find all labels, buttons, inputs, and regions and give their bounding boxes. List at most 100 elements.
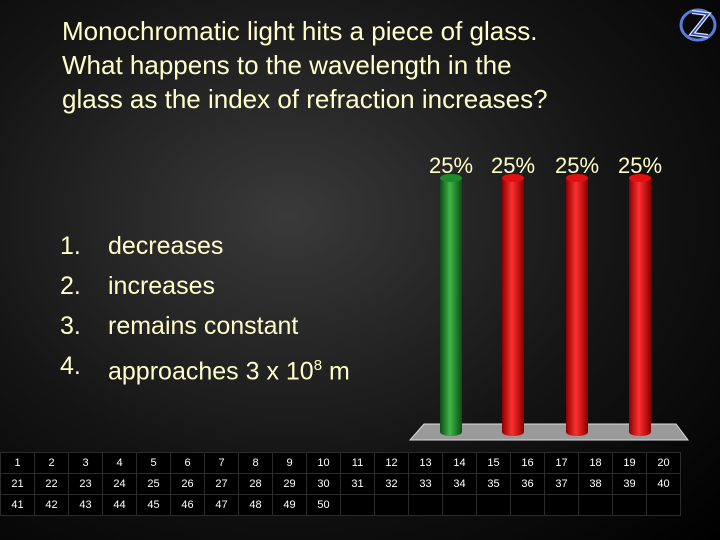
- turning-point-logo-icon: [679, 8, 717, 42]
- keypad-cell: 1: [0, 452, 35, 474]
- keypad-cell: 40: [646, 473, 681, 495]
- choice-text: remains constant: [108, 312, 299, 340]
- keypad-cell: 16: [510, 452, 545, 474]
- bar-bottom: [629, 428, 651, 436]
- choice-exponent: 8: [313, 357, 323, 374]
- keypad-cell: 49: [272, 494, 307, 516]
- value-label: 25%: [428, 153, 474, 178]
- keypad-row: 41 42 43 44 45 46 47 48 49 50: [0, 494, 681, 516]
- keypad-cell: 25: [136, 473, 171, 495]
- choice-text-main: approaches 3 x 10: [108, 357, 314, 386]
- keypad-cell: 44: [102, 494, 137, 516]
- choice-text: decreases: [108, 232, 224, 260]
- keypad-cell: 24: [102, 473, 137, 495]
- keypad-cell: 10: [306, 452, 341, 474]
- keypad-cell: 12: [374, 452, 409, 474]
- keypad-cell: 14: [442, 452, 477, 474]
- keypad-cell: 35: [476, 473, 511, 495]
- choice-text-suffix: m: [322, 357, 350, 386]
- keypad-cell: 29: [272, 473, 307, 495]
- keypad-cell: 2: [34, 452, 69, 474]
- choice-2[interactable]: 2. increases: [60, 266, 350, 306]
- question-line-1: Monochromatic light hits a piece of glas…: [62, 16, 538, 46]
- keypad-cell: 34: [442, 473, 477, 495]
- keypad-cell: 50: [306, 494, 341, 516]
- keypad-cell: 13: [408, 452, 443, 474]
- answer-choices: 1. decreases 2. increases 3. remains con…: [60, 226, 350, 391]
- keypad-cell: 19: [612, 452, 647, 474]
- bar-3: [566, 174, 588, 436]
- keypad-cell: 23: [68, 473, 103, 495]
- keypad-cell: 42: [34, 494, 69, 516]
- bar-4: [629, 174, 651, 436]
- value-label: 25%: [490, 153, 536, 178]
- keypad-cell: [646, 494, 681, 516]
- keypad-cell: [408, 494, 443, 516]
- bar-top: [629, 174, 651, 182]
- bar-top: [440, 174, 462, 182]
- question-line-3: glass as the index of refraction increas…: [62, 84, 548, 114]
- keypad-cell: 45: [136, 494, 171, 516]
- keypad-cell: 21: [0, 473, 35, 495]
- choice-1[interactable]: 1. decreases: [60, 226, 350, 266]
- keypad-cell: 7: [204, 452, 239, 474]
- keypad-cell: [612, 494, 647, 516]
- keypad-cell: 9: [272, 452, 307, 474]
- keypad-cell: 8: [238, 452, 273, 474]
- keypad-cell: [374, 494, 409, 516]
- choice-number: 2.: [60, 272, 81, 300]
- keypad-cell: [476, 494, 511, 516]
- keypad-cell: 37: [544, 473, 579, 495]
- choice-number: 4.: [60, 352, 81, 380]
- keypad-cell: 31: [340, 473, 375, 495]
- choice-number: 1.: [60, 232, 81, 260]
- keypad-cell: 4: [102, 452, 137, 474]
- bar-bottom: [502, 428, 524, 436]
- keypad-number-grid: 1 2 3 4 5 6 7 8 9 10 11 12 13 14 15 16 17 18 19 20 21 22 23 24 2…: [0, 452, 681, 516]
- keypad-cell: 27: [204, 473, 239, 495]
- value-label: 25%: [617, 153, 663, 178]
- keypad-cell: [578, 494, 613, 516]
- keypad-cell: 41: [0, 494, 35, 516]
- keypad-cell: 6: [170, 452, 205, 474]
- keypad-cell: 18: [578, 452, 613, 474]
- keypad-cell: [442, 494, 477, 516]
- value-label: 25%: [554, 153, 600, 178]
- bar-1: [440, 174, 462, 436]
- keypad-cell: 46: [170, 494, 205, 516]
- choice-4[interactable]: 4. approaches 3 x 108 m: [60, 346, 350, 391]
- keypad-cell: 30: [306, 473, 341, 495]
- keypad-cell: 28: [238, 473, 273, 495]
- choice-text: increases: [108, 272, 215, 300]
- keypad-cell: 3: [68, 452, 103, 474]
- choice-number: 3.: [60, 312, 81, 340]
- keypad-cell: 43: [68, 494, 103, 516]
- keypad-cell: 36: [510, 473, 545, 495]
- keypad-cell: 32: [374, 473, 409, 495]
- bar-top: [566, 174, 588, 182]
- keypad-cell: 5: [136, 452, 171, 474]
- keypad-cell: [510, 494, 545, 516]
- bar-top: [502, 174, 524, 182]
- keypad-cell: 20: [646, 452, 681, 474]
- chart-floor: [408, 423, 689, 441]
- keypad-cell: 17: [544, 452, 579, 474]
- choice-3[interactable]: 3. remains constant: [60, 306, 350, 346]
- choice-text: approaches 3 x 108 m: [108, 346, 350, 391]
- bar-bottom: [566, 428, 588, 436]
- keypad-cell: 15: [476, 452, 511, 474]
- bar-body: [502, 178, 524, 432]
- bar-2: [502, 174, 524, 436]
- question-text: Monochromatic light hits a piece of glas…: [62, 14, 672, 116]
- keypad-row: 1 2 3 4 5 6 7 8 9 10 11 12 13 14 15 16 17 18 19 20: [0, 452, 681, 474]
- keypad-cell: 39: [612, 473, 647, 495]
- keypad-cell: 33: [408, 473, 443, 495]
- keypad-cell: 22: [34, 473, 69, 495]
- question-line-2: What happens to the wavelength in the: [62, 50, 512, 80]
- keypad-cell: 48: [238, 494, 273, 516]
- keypad-cell: 47: [204, 494, 239, 516]
- keypad-cell: [340, 494, 375, 516]
- bar-bottom: [440, 428, 462, 436]
- keypad-cell: 11: [340, 452, 375, 474]
